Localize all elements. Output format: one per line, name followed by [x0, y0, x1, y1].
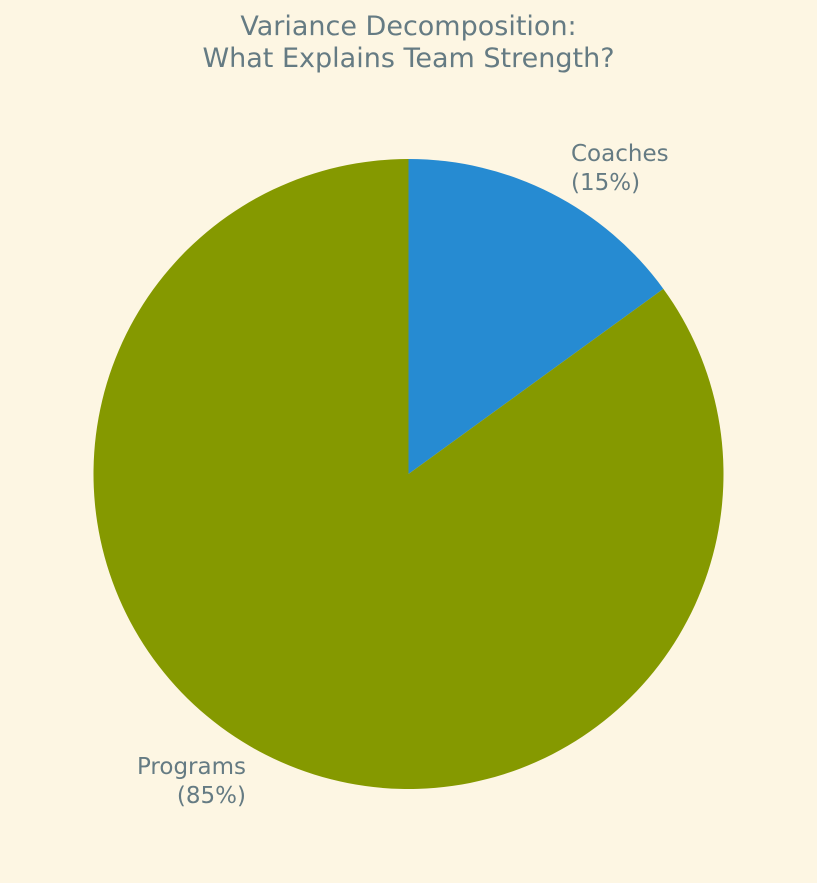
- slice-label-coaches: Coaches (15%): [571, 140, 669, 198]
- slice-label-programs: Programs (85%): [96, 753, 246, 811]
- slice-label-coaches-name: Coaches: [571, 141, 669, 167]
- chart-title-line-2: What Explains Team Strength?: [202, 43, 615, 74]
- slice-label-coaches-percent: (15%): [571, 170, 641, 196]
- slice-label-programs-name: Programs: [136, 754, 246, 780]
- slice-label-programs-percent: (85%): [176, 783, 246, 809]
- pie-slice-programs: [93, 159, 724, 789]
- chart-title-line-1: Variance Decomposition:: [240, 11, 577, 42]
- pie-slice-coaches: [408, 159, 664, 474]
